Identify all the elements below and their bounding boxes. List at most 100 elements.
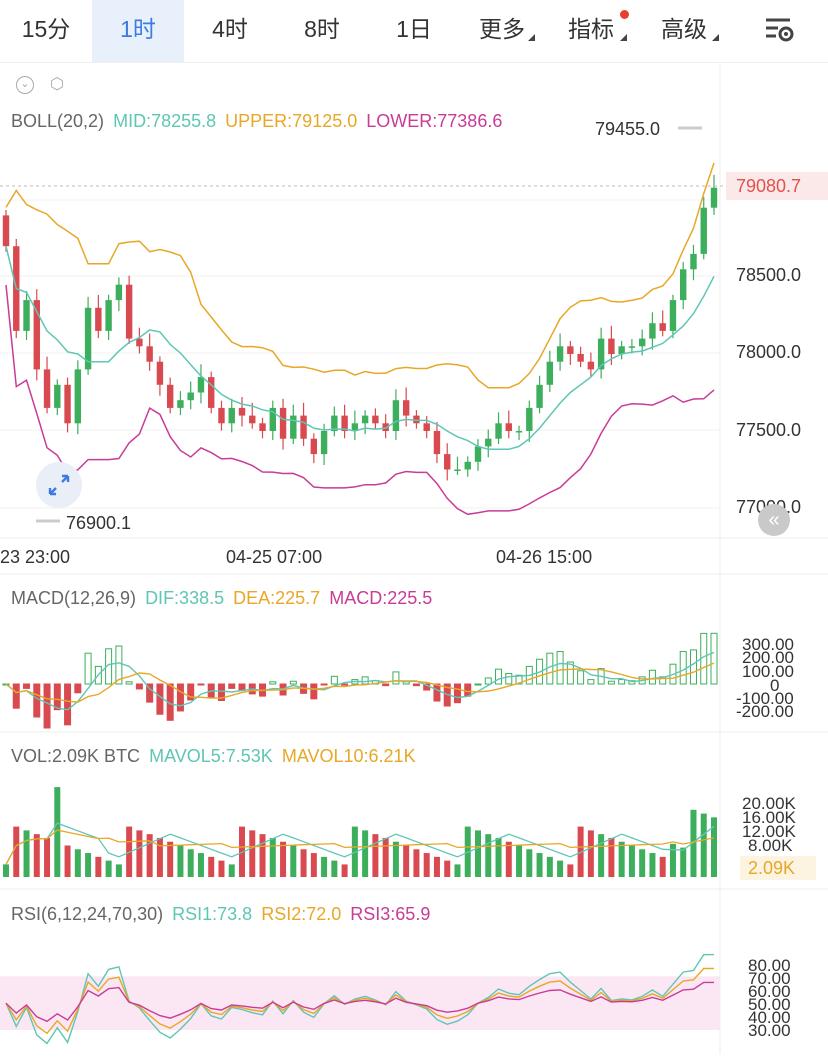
macd-axis-5: -100.00 <box>736 689 794 708</box>
macd-legend: MACD(12,26,9) DIF:338.5 DEA:225.7 MACD:2… <box>11 588 432 609</box>
volume-bar <box>454 864 461 877</box>
macd-bar <box>689 649 697 685</box>
mavol10-line <box>5 829 715 865</box>
rsi-axis-3: 60.00 <box>748 982 791 1001</box>
rsi-2: RSI2:72.0 <box>261 904 342 924</box>
candle-body <box>166 384 174 408</box>
chart-area[interactable] <box>0 63 828 1059</box>
volume-bar <box>74 849 81 877</box>
tab-more[interactable]: 更多 <box>479 16 525 42</box>
candle-body <box>587 361 595 370</box>
volume-bar <box>218 860 225 877</box>
macd-bar <box>156 683 164 715</box>
macd-bar <box>515 674 523 685</box>
candle-body <box>177 400 184 408</box>
candle-body <box>300 415 307 439</box>
candle-body <box>474 446 482 462</box>
vol-legend: VOL:2.09K BTC MAVOL5:7.53K MAVOL10:6.21K <box>11 746 416 767</box>
tab-4h[interactable]: 4时 <box>212 16 248 42</box>
candle-body <box>649 323 656 339</box>
candle-body <box>320 431 328 455</box>
candle-body <box>259 423 266 431</box>
volume-bar <box>536 853 543 877</box>
collapse-icon[interactable]: ⌄ <box>16 76 34 94</box>
macd-bar <box>310 683 318 700</box>
expand-chart-icon[interactable] <box>36 462 82 508</box>
volume-bar <box>669 843 676 877</box>
vol-title: VOL:2.09K BTC <box>11 746 141 766</box>
macd-bar <box>361 676 369 685</box>
volume-bar <box>167 841 174 877</box>
vol-axis-2: 16.00K <box>742 808 796 827</box>
indicator-settings-icon[interactable]: ⬡ <box>50 76 64 93</box>
mavol5-line <box>5 822 715 865</box>
chart-settings-icon[interactable] <box>762 14 798 46</box>
tab-1h[interactable]: 1时 <box>92 0 184 62</box>
volume-bar <box>659 856 666 877</box>
rsi-1: RSI1:73.8 <box>172 904 253 924</box>
volume-bar <box>700 813 707 877</box>
candle-body <box>464 461 471 470</box>
rsi-band <box>0 976 720 1030</box>
candle-body <box>74 369 82 424</box>
rsi-axis-2: 70.00 <box>748 969 791 988</box>
macd-bar <box>607 680 615 685</box>
volume-bar <box>362 830 369 877</box>
volume-bar <box>269 837 276 877</box>
candle-body <box>505 423 512 431</box>
volume-bar <box>495 837 502 877</box>
macd-bar <box>484 677 492 685</box>
macd-bar <box>125 681 133 685</box>
volume-bar <box>44 837 51 877</box>
candle-body <box>218 407 225 424</box>
candle-body <box>331 415 338 431</box>
candle-body <box>700 207 707 254</box>
volume-bar <box>300 849 307 877</box>
volume-bar <box>711 817 717 877</box>
macd-bar <box>382 683 390 687</box>
macd-bar <box>556 651 564 685</box>
advanced-dropdown-icon <box>712 34 719 41</box>
tab-1d[interactable]: 1日 <box>396 16 432 42</box>
volume-bar <box>228 864 235 877</box>
rsi-axis-6: 30.00 <box>748 1021 791 1040</box>
candle-body <box>187 392 194 401</box>
kline-chart-svg[interactable] <box>0 63 828 1054</box>
volume-bar <box>587 830 594 877</box>
macd-bar <box>33 683 41 718</box>
macd-dif: DIF:338.5 <box>145 588 225 608</box>
price-axis-2: 78000.0 <box>736 342 802 362</box>
tab-8h[interactable]: 8时 <box>304 16 340 42</box>
macd-bar <box>228 683 236 689</box>
macd-bar <box>710 632 718 685</box>
candle-body <box>269 407 276 431</box>
macd-bar <box>105 648 113 685</box>
macd-bar <box>94 665 102 685</box>
volume-bar <box>649 853 656 877</box>
macd-bar <box>74 683 82 694</box>
macd-bar <box>566 661 574 685</box>
tab-15min[interactable]: 15分 <box>21 16 71 42</box>
tab-advanced[interactable]: 高级 <box>661 16 707 42</box>
tab-indicators[interactable]: 指标 <box>568 16 614 42</box>
scroll-to-latest-icon[interactable]: « <box>758 504 790 536</box>
macd-axis-4: 0 <box>770 676 780 695</box>
volume-bar <box>382 837 389 877</box>
candle-body <box>84 307 92 370</box>
candle-body <box>208 377 215 408</box>
macd-bar <box>453 683 461 704</box>
candle-body <box>577 354 584 362</box>
rsi-axis-5: 40.00 <box>748 1008 791 1027</box>
volume-bar <box>608 837 615 877</box>
volume-bar <box>475 830 481 877</box>
candle-body <box>228 407 235 424</box>
macd-dif-line <box>5 651 715 711</box>
macd-bar <box>341 683 349 686</box>
macd-dea: DEA:225.7 <box>233 588 321 608</box>
candle-body <box>454 469 461 471</box>
candle-body <box>495 423 502 439</box>
macd-bar <box>176 683 184 712</box>
volume-bar <box>690 809 697 877</box>
volume-bar <box>598 834 605 877</box>
candle-body <box>638 338 646 347</box>
